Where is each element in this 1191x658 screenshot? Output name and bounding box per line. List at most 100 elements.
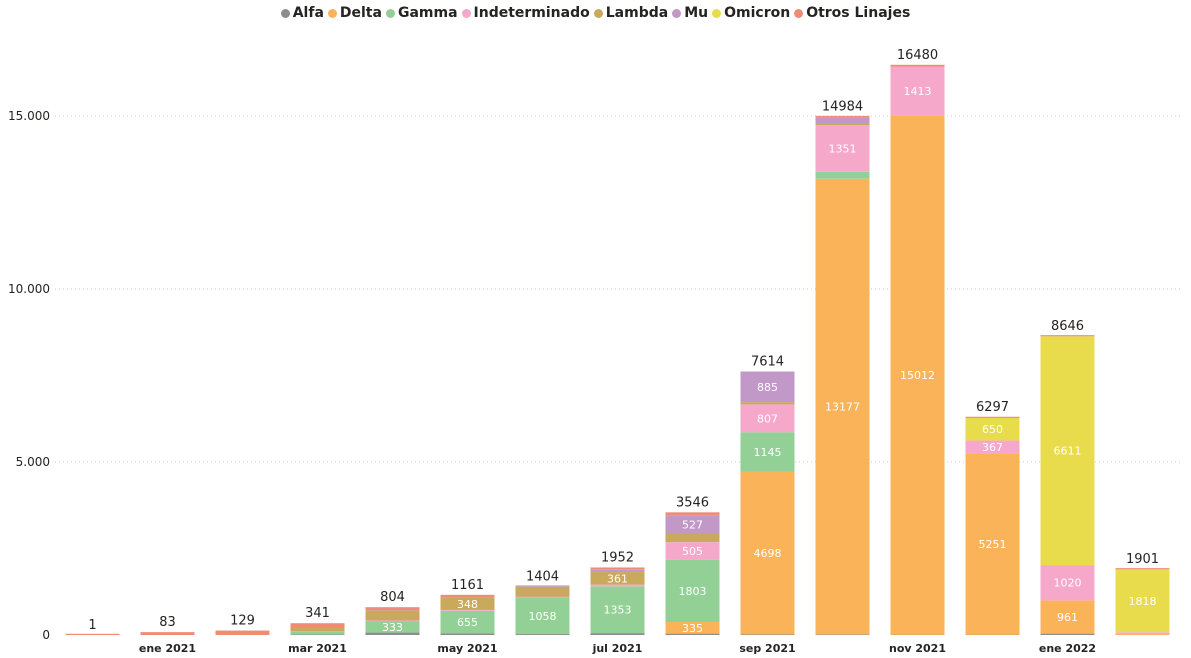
bar-segment[interactable] — [440, 610, 495, 634]
bar-segment[interactable] — [215, 630, 270, 635]
bar-segment[interactable] — [965, 440, 1020, 454]
x-tick-label: may 2021 — [437, 642, 497, 655]
bar-segment[interactable] — [1040, 335, 1095, 337]
bar-segment[interactable] — [740, 404, 795, 433]
bar-segment[interactable] — [290, 631, 345, 635]
bar-segment[interactable] — [665, 622, 720, 634]
bar-segment[interactable] — [740, 371, 795, 403]
legend-item[interactable]: Alfa — [280, 5, 324, 21]
bar-segment[interactable] — [440, 633, 495, 635]
bar-segment[interactable] — [1115, 569, 1170, 633]
bar-segment[interactable] — [815, 123, 870, 126]
bar-total-label: 16480 — [897, 48, 938, 63]
bar-segment[interactable] — [665, 542, 720, 560]
y-tick-label: 5.000 — [16, 455, 50, 469]
bar-total-label: 14984 — [822, 100, 863, 115]
bar-segment[interactable] — [365, 610, 420, 621]
bar-segment[interactable] — [665, 515, 720, 534]
legend-item[interactable]: Mu — [672, 5, 708, 21]
bar-segment[interactable] — [1115, 632, 1170, 635]
y-tick-label: 10.000 — [8, 282, 50, 296]
legend-swatch-icon — [593, 8, 603, 18]
bar-segment[interactable] — [815, 171, 870, 179]
bar-segment[interactable] — [440, 609, 495, 611]
segment-data-label: 1351 — [829, 142, 857, 155]
bar-segment[interactable] — [590, 584, 645, 587]
bar-segment[interactable] — [1040, 633, 1095, 635]
bar-segment[interactable] — [365, 621, 420, 633]
bar-segment[interactable] — [515, 586, 570, 597]
bar-segment[interactable] — [665, 559, 720, 623]
segment-data-label: 335 — [682, 622, 703, 635]
legend-item[interactable]: Delta — [327, 5, 382, 21]
bar-segment[interactable] — [740, 432, 795, 472]
bar-segment[interactable] — [965, 417, 1020, 441]
bar-segment[interactable] — [815, 115, 870, 118]
bar-segment[interactable] — [665, 533, 720, 543]
bar-segment[interactable] — [590, 572, 645, 585]
bar-total-label: 1161 — [451, 578, 484, 593]
bar-segment[interactable] — [965, 416, 1020, 418]
bar-segment[interactable] — [890, 115, 945, 635]
legend-item[interactable]: Indeterminado — [461, 5, 590, 21]
segment-data-label: 1058 — [529, 610, 557, 623]
legend-label: Gamma — [397, 5, 458, 21]
legend-item[interactable]: Lambda — [593, 5, 668, 21]
bar-segment[interactable] — [665, 633, 720, 635]
bar-segment[interactable] — [965, 453, 1020, 635]
bar-total-label: 1404 — [526, 569, 559, 584]
bar-total-label: 8646 — [1051, 319, 1084, 334]
bar-total-label: 804 — [380, 590, 405, 605]
x-tick-label: nov 2021 — [889, 642, 946, 655]
bar-segment[interactable] — [665, 512, 720, 516]
segment-data-label: 333 — [382, 621, 403, 634]
bar-segment[interactable] — [140, 632, 195, 635]
bar-segment[interactable] — [365, 632, 420, 635]
bar-segment[interactable] — [590, 569, 645, 573]
legend-item[interactable]: Gamma — [385, 5, 458, 21]
bar-segment[interactable] — [515, 597, 570, 635]
bar-segment[interactable] — [815, 178, 870, 635]
segment-data-label: 1353 — [604, 604, 632, 617]
bar-segment[interactable] — [590, 586, 645, 634]
segment-data-label: 650 — [982, 423, 1003, 436]
segment-data-label: 655 — [457, 616, 478, 629]
x-tick-label: sep 2021 — [739, 642, 795, 655]
bar-segment[interactable] — [65, 633, 120, 635]
bar-segment[interactable] — [515, 596, 570, 598]
bar-segment[interactable] — [1040, 600, 1095, 634]
bar-segment[interactable] — [590, 633, 645, 635]
bar-segment[interactable] — [740, 471, 795, 635]
bar-segment[interactable] — [1040, 565, 1095, 601]
bar-segment[interactable] — [290, 628, 345, 632]
bar-total-label: 83 — [159, 615, 176, 630]
bar-segment[interactable] — [890, 64, 945, 67]
bar-segment[interactable] — [365, 607, 420, 611]
bar-segment[interactable] — [440, 594, 495, 598]
bar-total-label: 129 — [230, 614, 255, 629]
bar-segment[interactable] — [365, 619, 420, 622]
legend-item[interactable]: Otros Linajes — [794, 5, 910, 21]
bar-segment[interactable] — [815, 117, 870, 125]
bar-segment[interactable] — [515, 585, 570, 587]
segment-data-label: 361 — [607, 572, 628, 585]
legend-label: Indeterminado — [473, 5, 590, 21]
segment-data-label: 505 — [682, 545, 703, 558]
bar-segment[interactable] — [740, 402, 795, 405]
bar-total-label: 7614 — [751, 355, 784, 370]
legend-swatch-icon — [280, 8, 290, 18]
bar-total-label: 341 — [305, 606, 330, 621]
bar-segment[interactable] — [1115, 568, 1170, 570]
bar-segment[interactable] — [590, 567, 645, 570]
bar-segment[interactable] — [1115, 633, 1170, 635]
segment-data-label: 1818 — [1129, 595, 1157, 608]
x-tick-label: mar 2021 — [288, 642, 347, 655]
bar-segment[interactable] — [440, 597, 495, 610]
bar-segment[interactable] — [515, 633, 570, 635]
bar-segment[interactable] — [290, 623, 345, 628]
bar-segment[interactable] — [815, 125, 870, 172]
legend-item[interactable]: Omicron — [712, 5, 790, 21]
bar-segment[interactable] — [1040, 336, 1095, 566]
bar-segment[interactable] — [890, 66, 945, 116]
segment-data-label: 885 — [757, 381, 778, 394]
